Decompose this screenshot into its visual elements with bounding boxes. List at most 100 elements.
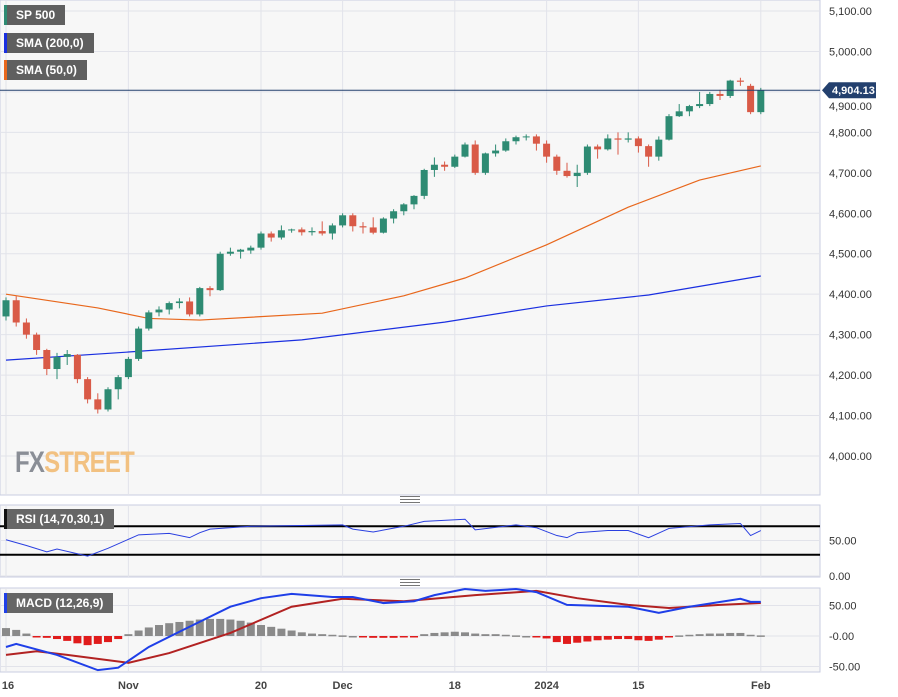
candle-body xyxy=(594,146,602,150)
candle xyxy=(124,356,132,380)
candle-body xyxy=(73,354,81,380)
macd-histogram-bar xyxy=(155,625,163,636)
candle xyxy=(624,132,632,143)
rsi-panel-resize-handle[interactable] xyxy=(400,496,420,503)
candle xyxy=(410,195,418,210)
candle-body xyxy=(461,144,469,157)
time-tick-label: Feb xyxy=(751,680,771,692)
candle xyxy=(726,79,734,98)
candle xyxy=(94,393,102,414)
candle xyxy=(318,221,326,236)
candle-body xyxy=(634,138,642,147)
rsi-panel: 50.00 0.00 xyxy=(0,504,857,584)
candle xyxy=(634,136,642,153)
macd-histogram-bar xyxy=(563,636,571,644)
candle xyxy=(471,140,479,175)
macd-panel-resize-handle[interactable] xyxy=(400,579,420,586)
rsi-axis: 50.00 0.00 xyxy=(829,536,857,584)
rsi-path xyxy=(5,518,762,557)
candle-body xyxy=(308,231,316,233)
price-tick-label: 4,200.00 xyxy=(829,370,872,382)
candle xyxy=(196,286,204,317)
macd-histogram-bar xyxy=(297,632,306,636)
legend-rsi[interactable]: RSI (14,70,30,1) xyxy=(4,509,115,529)
candle-body xyxy=(481,153,489,173)
macd-histogram-bar xyxy=(736,632,745,636)
legend-sp500[interactable]: SP 500 xyxy=(4,5,66,25)
candle-body xyxy=(257,233,265,248)
candle-body xyxy=(553,156,561,171)
candle xyxy=(53,352,61,380)
candle-body xyxy=(420,169,428,196)
candle xyxy=(308,227,316,236)
candle xyxy=(390,209,398,224)
price-tick-label: 5,100.00 xyxy=(829,6,872,18)
macd-histogram-bar xyxy=(461,632,469,636)
candle xyxy=(84,377,92,404)
macd-histogram-bar xyxy=(624,636,633,640)
sma200-color-swatch xyxy=(4,33,7,53)
macd-histogram-bar xyxy=(73,636,82,644)
macd-histogram-bar xyxy=(165,623,174,636)
macd-histogram-bar xyxy=(338,635,347,637)
candle xyxy=(277,225,285,240)
macd-histogram-bar xyxy=(124,634,133,636)
price-axis: 4,000.00 4,100.00 4,200.00 4,300.00 4,400.00… xyxy=(829,6,872,463)
legend-sma200-label: SMA (200,0) xyxy=(16,36,84,50)
time-tick-label: 20 xyxy=(255,680,267,692)
candle xyxy=(563,162,571,178)
candle xyxy=(645,144,653,167)
candle xyxy=(522,134,530,141)
macd-histogram-bar xyxy=(42,636,51,638)
macd-grid xyxy=(0,588,820,672)
macd-axis: 50.00 -0.00 -50.00 xyxy=(829,601,860,674)
macd-histogram-bar xyxy=(685,634,694,637)
legend-sma50-label: SMA (50,0) xyxy=(16,63,77,77)
candle xyxy=(583,144,591,175)
candle xyxy=(369,217,377,235)
macd-histogram-bar xyxy=(359,636,367,638)
candle xyxy=(573,164,581,187)
sma50-color-swatch xyxy=(4,60,7,80)
candle xyxy=(2,297,10,321)
candle-body xyxy=(206,288,214,291)
candle-body xyxy=(104,389,112,410)
price-tick-label: 4,500.00 xyxy=(829,249,872,261)
candle-body xyxy=(747,85,755,113)
candle-body xyxy=(706,93,714,105)
candle-body xyxy=(655,139,663,157)
candle-body xyxy=(318,231,326,234)
macd-histogram-bar xyxy=(134,630,143,636)
candle xyxy=(12,296,20,327)
candle-body xyxy=(696,104,704,107)
rsi-color-swatch xyxy=(4,509,7,529)
legend-sma200[interactable]: SMA (200,0) xyxy=(4,33,94,53)
candle xyxy=(298,227,306,236)
legend-macd[interactable]: MACD (12,26,9) xyxy=(4,593,114,613)
price-tick-label: 4,100.00 xyxy=(829,411,872,423)
candle-body xyxy=(390,211,398,219)
last-price-tag-shape xyxy=(822,82,876,99)
candle xyxy=(135,326,143,361)
candle-body xyxy=(512,137,520,142)
macd-histogram-bar xyxy=(603,636,612,640)
legend-sma50[interactable]: SMA (50,0) xyxy=(4,60,87,80)
candle-body xyxy=(522,136,530,138)
macd-histogram-bar xyxy=(104,636,112,643)
price-tick-label: 4,600.00 xyxy=(829,208,872,220)
candle xyxy=(441,161,449,171)
candle-body xyxy=(563,170,571,177)
legend-macd-label: MACD (12,26,9) xyxy=(16,596,104,610)
time-tick-label: Nov xyxy=(118,680,140,692)
candle xyxy=(481,152,489,175)
candle-body xyxy=(145,312,153,329)
candle xyxy=(379,217,387,234)
macd-histogram-bar xyxy=(328,634,337,637)
candle-body xyxy=(328,225,336,234)
macd-histogram-bar xyxy=(522,636,531,638)
rsi-grid xyxy=(0,505,820,577)
macd-histogram-bar xyxy=(185,620,194,636)
candle-body xyxy=(716,93,724,96)
rsi-line xyxy=(5,518,762,557)
candle-body xyxy=(492,150,500,154)
